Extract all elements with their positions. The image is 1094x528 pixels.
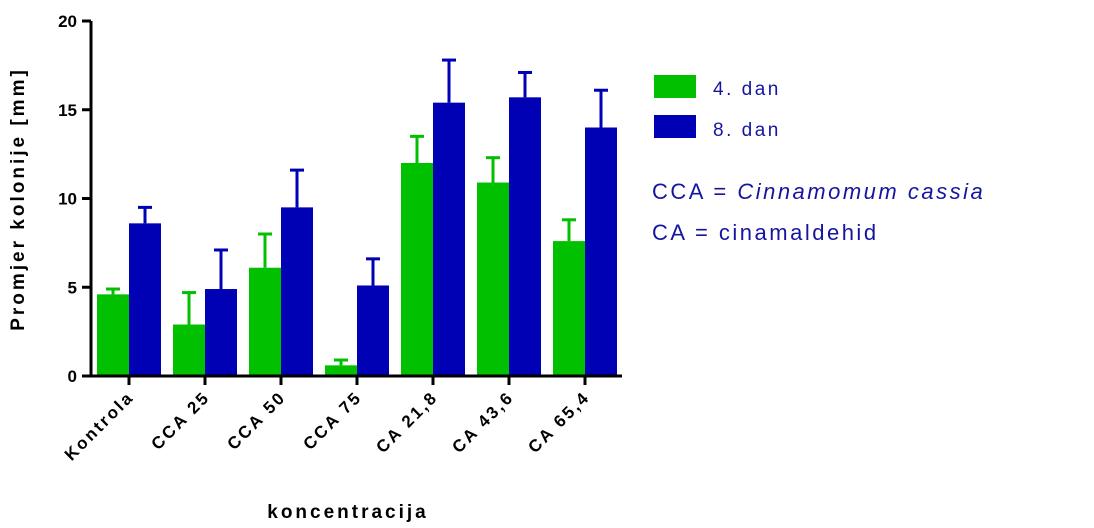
y-tick-label-5: 5 [68,278,77,297]
bar-4-dan-5 [477,183,509,376]
x-tick-label-0: Kontrola [61,387,138,464]
legend-label-4-dan: 4. dan [713,79,781,100]
bar-8-dan-0 [129,223,161,376]
note-cca-name: Cinnamomum cassia [737,179,985,204]
x-tick-label-4: CA 21,8 [372,387,441,456]
y-tick-label-0: 0 [68,367,77,386]
x-tick-label-1: CCA 25 [147,387,213,453]
bar-8-dan-4 [433,103,465,376]
legend-swatch-4-dan [654,75,696,98]
bar-8-dan-5 [509,97,541,376]
x-tick-label-5: CA 43,6 [448,387,517,456]
y-tick-labels: 0 5 10 15 20 [58,12,91,386]
legend-label-8-dan: 8. dan [713,120,781,141]
plot-area [90,21,623,377]
legend-swatch-8-dan [654,115,696,138]
legend: 4. dan 8. dan [654,75,781,141]
bar-4-dan-3 [325,365,357,376]
bar-8-dan-6 [585,128,617,377]
x-tick-label-6: CA 65,4 [524,387,593,456]
bar-4-dan-6 [553,241,585,376]
bar-8-dan-3 [357,285,389,376]
x-tick-label-2: CCA 50 [223,387,289,453]
note-cca: CCA = Cinnamomum cassia [652,179,985,204]
bar-4-dan-0 [97,294,129,376]
bar-4-dan-1 [173,325,205,376]
x-axis-label: koncentracija [267,502,429,523]
note-cca-abbr: CCA = [652,179,737,204]
bar-4-dan-2 [249,268,281,376]
x-tick-labels: Kontrola CCA 25 CCA 50 CCA 75 CA 21,8 CA 43,6… [61,376,594,464]
abbreviation-notes: CCA = Cinnamomum cassia CA = cinamaldehi… [652,179,985,245]
note-ca: CA = cinamaldehid [652,220,879,245]
y-tick-label-20: 20 [58,12,77,31]
y-tick-label-10: 10 [58,190,77,209]
x-tick-label-3: CCA 75 [299,387,365,453]
y-axis-label: Promjer kolonije [mm] [8,67,29,331]
bar-8-dan-1 [205,289,237,376]
y-tick-label-15: 15 [58,101,77,120]
bar-4-dan-4 [401,163,433,376]
bar-8-dan-2 [281,207,313,376]
